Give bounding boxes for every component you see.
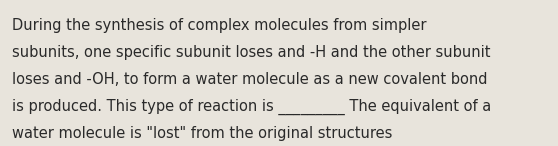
Text: loses and -OH, to form a water molecule as a new covalent bond: loses and -OH, to form a water molecule …	[12, 72, 488, 87]
Text: water molecule is "lost" from the original structures: water molecule is "lost" from the origin…	[12, 126, 393, 141]
Text: is produced. This type of reaction is _________ The equivalent of a: is produced. This type of reaction is __…	[12, 99, 492, 115]
Text: subunits, one specific subunit loses and -H and the other subunit: subunits, one specific subunit loses and…	[12, 45, 491, 60]
Text: During the synthesis of complex molecules from simpler: During the synthesis of complex molecule…	[12, 18, 427, 33]
